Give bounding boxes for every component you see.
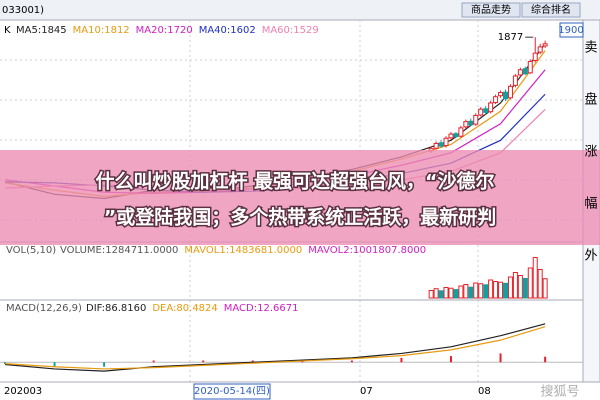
tab[interactable] (521, 2, 581, 18)
volume-bar (522, 278, 528, 299)
candle-body (527, 60, 533, 74)
candle-body (468, 120, 474, 126)
stock-code: 033001) (2, 5, 44, 16)
candle-body (463, 121, 469, 128)
ma-label: MA5:1845 (16, 25, 67, 36)
volume-bar (493, 281, 499, 299)
tab-label[interactable]: 综合排名 (531, 3, 571, 16)
x-label: 2020-05-14(四) (194, 386, 270, 397)
candle-body (443, 137, 449, 147)
candle-body (532, 52, 538, 61)
side-char: 外 (584, 249, 597, 264)
candle-body (507, 85, 513, 99)
candle-body (453, 133, 459, 138)
dif-line (4, 323, 546, 372)
volume-bar (433, 288, 439, 299)
volume-bar (438, 290, 444, 299)
ma-label: MA40:1602 (199, 25, 256, 36)
macd-label: MACD(12,26,9) (6, 303, 82, 314)
side-char: 盘 (584, 92, 597, 108)
max-label: 1877 (498, 32, 523, 43)
top-bar (0, 0, 600, 20)
volume-bar (498, 281, 504, 299)
volume-bar (517, 275, 523, 299)
volume-bar (468, 286, 474, 299)
candle-body (483, 108, 489, 113)
volume-bar (453, 289, 459, 299)
banner-line: ”或登陆我国；多个热带系统正活跃，最新研判 (104, 206, 497, 229)
volume-bar (512, 272, 518, 299)
ma-label: MA60:1529 (262, 25, 319, 36)
indicator: K (4, 25, 11, 36)
candle-body (438, 142, 444, 147)
banner-line: 什么叫炒股加杠杆 最强可达超强台风，“沙德尔 (95, 170, 494, 193)
candle-body (537, 46, 543, 53)
candle-body (498, 92, 504, 97)
volume-bar (527, 267, 533, 299)
candle-body (542, 43, 548, 47)
macd-stat: MACD:12.6671 (224, 303, 299, 314)
candle-body (473, 114, 479, 125)
volume-bar (488, 279, 494, 299)
vol-label: VOL(5,10) (6, 245, 56, 256)
price-box (559, 22, 584, 38)
volume-bar (483, 284, 489, 299)
macd-stat: DEA:80.4824 (152, 303, 217, 314)
x-label: 07 (360, 386, 373, 397)
vol-stat: MAVOL1:1483681.0000 (184, 245, 302, 256)
candle-body (493, 96, 499, 104)
x-label: 08 (478, 386, 491, 397)
volume-bar (443, 287, 449, 299)
macd-stat: DIF:86.8160 (86, 303, 146, 314)
candle-body (458, 127, 464, 137)
volume-bar (502, 282, 508, 299)
x-label: 202003 (4, 386, 42, 397)
candle-body (517, 69, 523, 76)
tab-label[interactable]: 商品走势 (471, 3, 511, 16)
volume-bar (458, 285, 464, 299)
volume-bar (428, 290, 434, 299)
candle-body (448, 133, 454, 139)
candle-body (502, 91, 508, 100)
volume-bar (448, 287, 454, 299)
volume-bar (532, 257, 538, 299)
side-char: 涨 (584, 145, 597, 160)
tab[interactable] (461, 2, 521, 18)
vol-stat: MAVOL2:1001807.8000 (308, 245, 426, 256)
side-char: 卖 (584, 41, 597, 56)
volume-bar (507, 276, 513, 299)
ma-label: MA10:1812 (73, 25, 130, 36)
date-box (193, 383, 271, 400)
banner (0, 150, 600, 245)
volume-bar (537, 269, 543, 299)
side-char: 幅 (584, 197, 597, 212)
ma-label: MA20:1720 (136, 25, 193, 36)
candle-body (488, 102, 494, 113)
price-box-label: 1900 (558, 25, 583, 36)
candle-body (433, 142, 439, 149)
watermark: 搜狐号 (540, 385, 579, 400)
volume-bar (463, 284, 469, 299)
dea-line (4, 326, 546, 370)
candle-body (512, 75, 518, 86)
vol-stat: VOLUME:1284711.0000 (60, 245, 178, 256)
volume-bar (473, 282, 479, 299)
candle-body (478, 108, 484, 116)
candle-body (522, 68, 528, 75)
volume-bar (542, 278, 548, 299)
volume-bar (478, 283, 484, 299)
